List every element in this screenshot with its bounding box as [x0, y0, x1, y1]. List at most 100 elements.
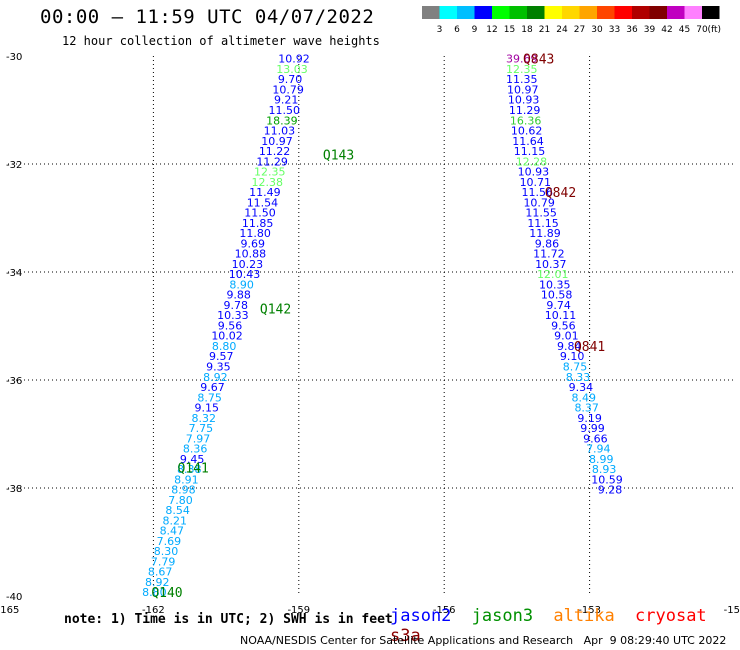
y-tick-label: -36: [6, 376, 22, 387]
wave-height-label: 9.86: [535, 237, 560, 250]
color-scale-legend: 3 6 9 12 15 18 21 24 27 30 33 36 39 42 45 70 (ft): [422, 6, 722, 35]
color-bin: [422, 6, 440, 19]
wave-height-label: 10.37: [535, 258, 567, 271]
wave-height-label: 7.79: [151, 555, 176, 568]
footer-note: note: 1) Time is in UTC; 2) SWH is in fe…: [64, 612, 393, 627]
wave-height-label: 12.28: [516, 155, 548, 168]
wave-height-label: 10.02: [211, 330, 243, 343]
wave-height-label: 10.71: [520, 176, 552, 189]
wave-height-label: 10.97: [507, 83, 539, 96]
color-scale-unit: (ft): [708, 25, 722, 35]
sat-jason2: jason2: [390, 606, 452, 626]
wave-height-label: 7.80: [168, 494, 193, 507]
color-bin: [492, 6, 510, 19]
wave-height-label: 8.80: [142, 586, 167, 599]
wave-height-label: 9.70: [278, 73, 303, 86]
wave-height-label: 8.98: [171, 484, 196, 497]
color-bin-label: 30: [591, 25, 603, 35]
wave-height-label: 11.50: [244, 207, 276, 220]
pass-label: Q143: [323, 148, 354, 163]
color-bin-label: 18: [521, 25, 533, 35]
sat-s3a: s3a: [390, 626, 421, 646]
wave-height-label: 9.67: [200, 381, 225, 394]
wave-height-label: 11.85: [242, 217, 274, 230]
wave-height-label: 11.15: [527, 217, 559, 230]
wave-height-label: 8.80: [212, 340, 237, 353]
x-tick-label: -156: [433, 605, 456, 616]
x-tick-label: -150: [724, 605, 740, 616]
color-bin-label: 24: [556, 25, 568, 35]
wave-height-label: 8.75: [197, 391, 222, 404]
color-bin: [702, 6, 720, 19]
wave-height-label: 9.78: [224, 299, 249, 312]
wave-height-label: 9.57: [209, 350, 234, 363]
color-bin: [632, 6, 650, 19]
y-tick-label: -32: [6, 160, 22, 171]
wave-height-label: 8.32: [192, 412, 217, 425]
color-bin-label: 45: [679, 25, 690, 35]
color-bin: [527, 6, 545, 19]
color-bin: [597, 6, 615, 19]
x-tick-label: -162: [142, 605, 165, 616]
chart-subtitle: 12 hour collection of altimeter wave hei…: [62, 34, 380, 48]
color-bin: [649, 6, 667, 19]
color-bin: [457, 6, 475, 19]
wave-height-label: 8.36: [183, 443, 208, 456]
wave-height-label: 8.49: [572, 391, 597, 404]
color-bin-label: 39: [644, 25, 656, 35]
wave-height-label: 11.29: [256, 155, 288, 168]
wave-height-label: 11.80: [239, 227, 271, 240]
wave-height-label: 8.30: [154, 545, 179, 558]
wave-height-label: 8.21: [162, 514, 187, 527]
pass-label: Q842: [545, 186, 576, 201]
sat-jason3: jason3: [471, 606, 534, 626]
wave-height-label: 11.72: [533, 248, 565, 261]
wave-height-label: 9.88: [226, 289, 251, 302]
wave-height-label: 10.59: [591, 473, 623, 486]
color-bin-label: 6: [454, 25, 460, 35]
wave-height-label: 10.92: [278, 53, 310, 66]
color-bin-label: 9: [472, 25, 478, 35]
color-bin: [667, 6, 685, 19]
color-bin: [544, 6, 562, 19]
wave-height-label: 9.21: [274, 94, 299, 107]
color-bin-label: 12: [486, 25, 497, 35]
color-bin-label: 33: [609, 25, 620, 35]
wave-height-label: 9.19: [577, 412, 602, 425]
wave-height-label: 11.50: [269, 104, 301, 117]
wave-height-label: 11.35: [506, 73, 538, 86]
wave-height-label: 9.74: [546, 299, 571, 312]
wave-height-label: 8.92: [203, 371, 228, 384]
wave-height-label: 12.38: [252, 176, 284, 189]
color-bin: [439, 6, 457, 19]
wave-height-plot: -165 -162 -159 -156 -153 -150 -30 -32 -34 -36 -38 -…: [0, 52, 740, 616]
wave-height-label: 9.35: [206, 361, 231, 374]
color-bin-label: 36: [626, 25, 638, 35]
wave-height-label: 8.91: [174, 473, 199, 486]
wave-height-label: 10.79: [523, 196, 555, 209]
x-tick-label: -153: [578, 605, 601, 616]
wave-height-label: 11.29: [509, 104, 541, 117]
y-tick-label: -30: [6, 52, 22, 63]
y-tick-label: -40: [6, 592, 22, 603]
wave-height-label: 12.35: [254, 166, 286, 179]
wave-height-label: 9.28: [598, 484, 623, 497]
wave-height-label: 9.45: [180, 453, 205, 466]
wave-height-label: 11.56: [522, 186, 554, 199]
wave-height-label: 18.39: [266, 114, 298, 127]
pass-label: Q142: [260, 303, 291, 318]
wave-height-label: 8.92: [145, 576, 170, 589]
wave-height-label: 10.43: [229, 268, 261, 281]
wave-height-label: 11.22: [259, 145, 291, 158]
color-bin: [509, 6, 527, 19]
wave-height-label: 10.33: [217, 309, 249, 322]
wave-height-label: 10.88: [235, 248, 267, 261]
wave-height-label: 10.97: [261, 135, 293, 148]
wave-height-label: 10.58: [541, 289, 573, 302]
wave-height-label: 10.11: [545, 309, 577, 322]
wave-height-label: 8.90: [229, 278, 254, 291]
wave-height-label: 9.01: [554, 330, 579, 343]
wave-height-label: 10.79: [272, 83, 304, 96]
wave-height-label: 9.56: [551, 319, 576, 332]
color-bin-label: 27: [574, 25, 585, 35]
